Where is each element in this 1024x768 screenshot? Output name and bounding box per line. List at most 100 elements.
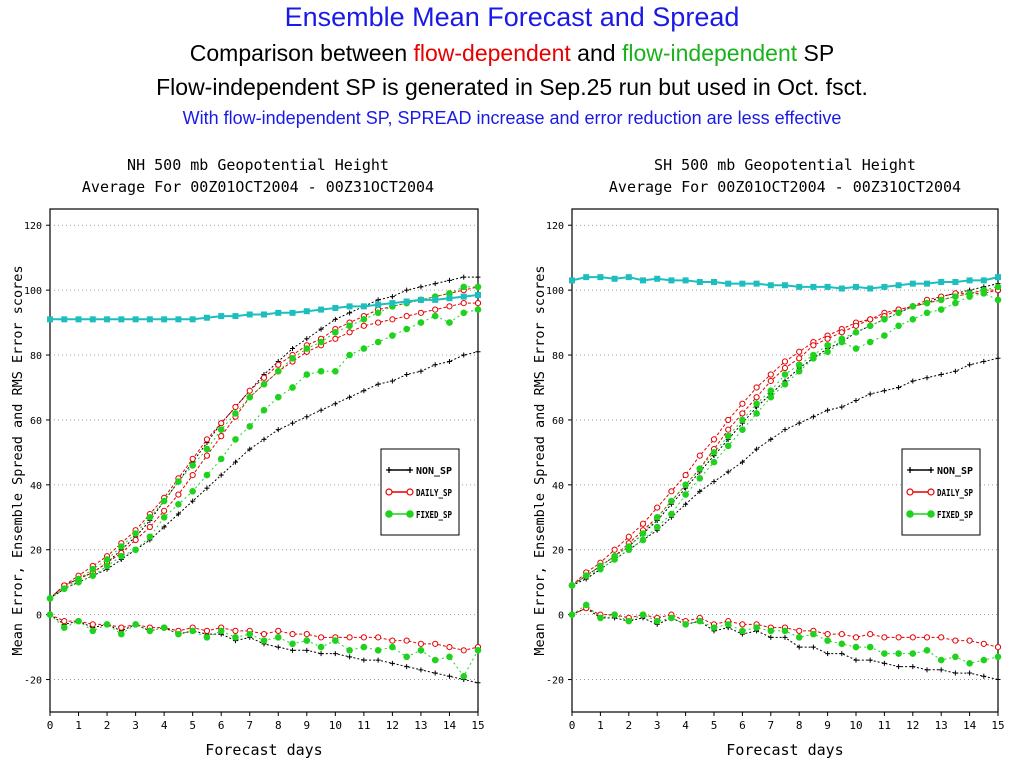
chart-panel-2: SH 500 mb Geopotential Height Average For… — [532, 156, 1005, 759]
data-point — [852, 643, 860, 651]
data-point — [895, 634, 902, 641]
data-point — [739, 400, 746, 407]
x-tick-label: 14 — [963, 719, 977, 732]
data-point — [346, 647, 353, 654]
data-point — [361, 388, 367, 394]
data-point — [446, 359, 452, 365]
data-point — [767, 282, 774, 289]
data-point — [796, 644, 802, 650]
chart-panel-1: NH 500 mb Geopotential Height Average For… — [10, 156, 485, 759]
data-point — [474, 283, 482, 291]
series-line-daily_sp — [571, 289, 998, 586]
data-point — [175, 478, 182, 485]
data-point — [289, 640, 296, 648]
legend-marker — [927, 510, 935, 518]
data-point — [317, 338, 325, 346]
data-point — [432, 306, 439, 313]
data-point — [317, 643, 325, 651]
x-tick-label: 5 — [711, 719, 718, 732]
data-point — [417, 296, 424, 303]
data-point — [852, 329, 860, 336]
data-point — [739, 410, 746, 417]
data-point — [810, 414, 816, 420]
data-point — [625, 274, 632, 281]
data-point — [639, 611, 647, 618]
data-point — [146, 627, 154, 635]
data-point — [360, 634, 367, 641]
data-point — [796, 420, 802, 426]
data-point — [118, 543, 125, 550]
x-tick-label: 7 — [246, 719, 253, 732]
data-point — [146, 513, 154, 521]
data-point — [203, 314, 210, 321]
data-point — [46, 611, 54, 618]
data-point — [739, 426, 746, 433]
data-point — [909, 316, 917, 323]
data-point — [275, 627, 282, 634]
data-point — [146, 533, 154, 541]
subtitle-mid: and — [570, 40, 622, 66]
data-point — [274, 393, 282, 401]
data-point — [739, 621, 746, 628]
data-point — [374, 647, 382, 654]
y-tick-label: -20 — [24, 676, 42, 687]
data-point — [881, 316, 888, 323]
series-line-fixed_sp — [571, 286, 999, 586]
data-point — [981, 359, 987, 365]
legend-marker — [407, 467, 413, 473]
data-point — [866, 643, 874, 651]
data-point — [966, 660, 973, 667]
data-point — [89, 627, 97, 635]
data-point — [966, 293, 973, 300]
data-point — [980, 640, 987, 647]
data-point — [653, 513, 661, 521]
data-point — [924, 667, 930, 673]
data-point — [89, 316, 96, 323]
data-point — [104, 316, 111, 323]
series-line-daily_sp — [49, 286, 479, 599]
data-point — [909, 280, 916, 287]
data-point — [895, 650, 902, 657]
data-point — [446, 303, 453, 310]
data-point — [995, 274, 1001, 281]
data-point — [432, 362, 438, 368]
data-point — [218, 420, 225, 427]
data-point — [825, 651, 831, 657]
data-point — [980, 290, 988, 297]
data-point — [246, 387, 253, 394]
data-point — [460, 309, 468, 317]
data-point — [118, 316, 125, 323]
chart-title: SH 500 mb Geopotential Height — [654, 156, 916, 174]
x-tick-label: 4 — [161, 719, 168, 732]
legend-label-fixed_sp: FIXED_SP — [937, 510, 973, 521]
data-point — [275, 361, 282, 368]
data-point — [796, 355, 803, 362]
slide-subtitle: Comparison between flow-dependent and fl… — [0, 40, 1024, 67]
legend-marker — [406, 488, 414, 496]
x-tick-label: 6 — [739, 719, 746, 732]
legend-label-non_sp: NON_SP — [416, 466, 452, 477]
data-point — [782, 634, 788, 640]
x-tick-label: 11 — [357, 719, 370, 732]
data-point — [725, 280, 732, 287]
data-point — [937, 656, 945, 664]
data-point — [980, 277, 987, 284]
data-point — [189, 472, 196, 479]
data-point — [994, 643, 1002, 651]
y-tick-label: 20 — [30, 546, 42, 557]
data-point — [781, 358, 789, 365]
y-tick-label: 0 — [558, 611, 564, 622]
x-tick-label: 10 — [329, 719, 342, 732]
data-point — [218, 433, 225, 440]
data-point — [753, 400, 760, 408]
data-point — [103, 621, 111, 628]
data-point — [246, 630, 254, 638]
data-point — [795, 634, 803, 641]
data-point — [753, 384, 760, 391]
y-tick-label: 120 — [24, 221, 42, 232]
data-point — [389, 294, 395, 300]
data-point — [60, 585, 68, 592]
data-point — [475, 680, 481, 686]
data-point — [980, 656, 988, 664]
